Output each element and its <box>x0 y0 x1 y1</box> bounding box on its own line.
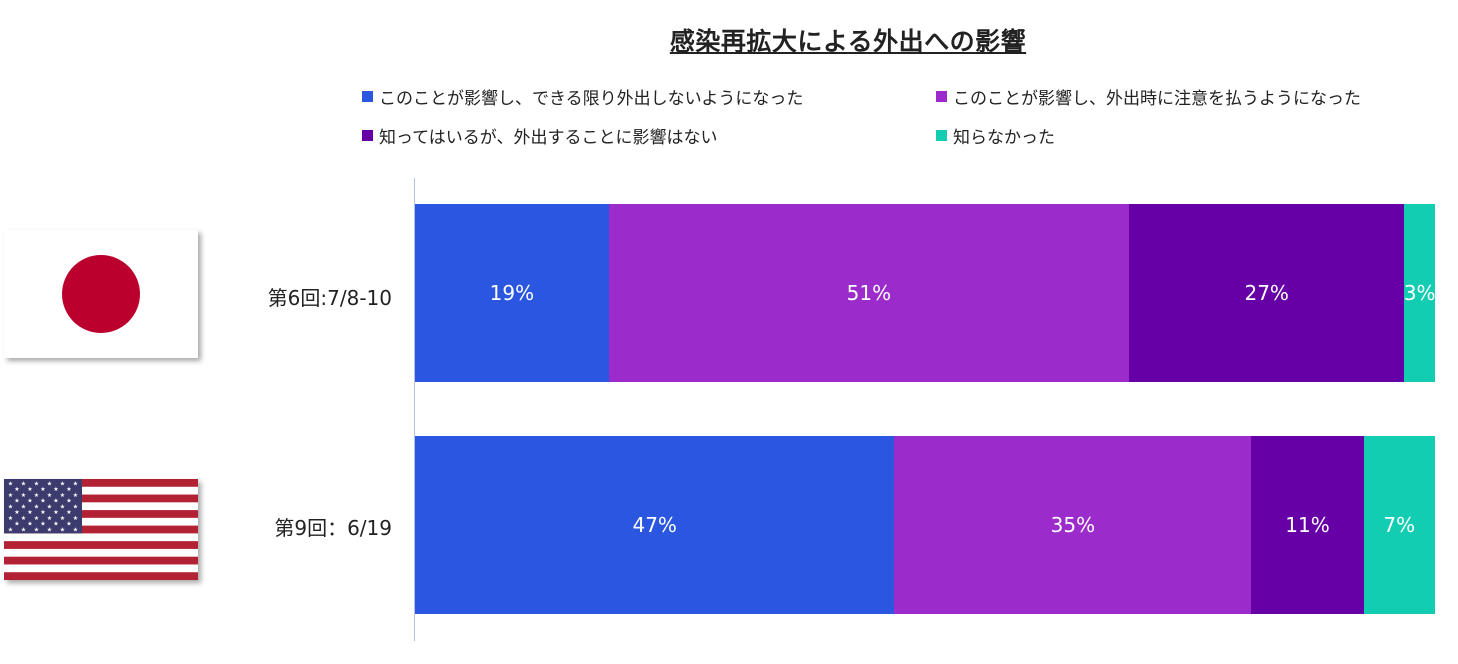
flag-star: ★ <box>27 521 32 528</box>
flag-stripe <box>4 556 198 565</box>
flag-star: ★ <box>53 486 58 493</box>
flag-star: ★ <box>73 526 78 533</box>
flag-star: ★ <box>14 521 19 528</box>
flag-star: ★ <box>53 509 58 516</box>
flag-star: ★ <box>8 480 13 487</box>
flag-star: ★ <box>8 526 13 533</box>
legend-label: このことが影響し、外出時に注意を払うようになった <box>953 89 1361 109</box>
flag-star: ★ <box>73 515 78 522</box>
bar-segment: 47% <box>415 436 895 614</box>
row-label-us: 第9回：6/19 <box>274 516 392 540</box>
data-label: 27% <box>1244 281 1289 305</box>
flag-stripe <box>4 479 198 487</box>
flag-stripe <box>4 494 198 503</box>
flag-star: ★ <box>73 480 78 487</box>
japan-flag-icon <box>4 230 198 358</box>
flag-star: ★ <box>66 521 71 528</box>
legend-label: 知ってはいるが、外出することに影響はない <box>379 128 718 148</box>
flag-star: ★ <box>60 492 65 499</box>
flag-sun-disc <box>62 255 140 333</box>
flag-stripe <box>4 525 198 534</box>
legend-item: 知ってはいるが、外出することに影響はない <box>362 123 717 148</box>
bar-segment: 3% <box>1403 204 1436 382</box>
legend-item: 知らなかった <box>936 123 1055 148</box>
flag-star: ★ <box>40 486 45 493</box>
flag-star: ★ <box>53 521 58 528</box>
bar-row-japan: 19% 51% 27% 3% <box>415 204 1436 382</box>
flag-star: ★ <box>14 509 19 516</box>
flag-star: ★ <box>73 503 78 510</box>
legend-swatch <box>362 91 373 102</box>
flag-canton <box>4 479 82 534</box>
data-label: 51% <box>846 281 892 305</box>
legend-swatch <box>936 130 947 141</box>
flag-star: ★ <box>21 492 26 499</box>
legend-swatch <box>936 91 947 102</box>
flag-star: ★ <box>34 492 39 499</box>
flag-star: ★ <box>21 526 26 533</box>
flag-star: ★ <box>47 492 52 499</box>
us-flag-icon: ★ ★ ★ ★ ★ ★★ ★ ★ ★ ★★ ★ ★ ★ ★ ★★ ★ ★ ★ ★★ ★ ★ ★ ★ ★★ ★ ★ ★ ★★ ★ ★ ★ ★ ★★… <box>4 479 198 580</box>
legend-item: このことが影響し、できる限り外出しないようになった <box>362 84 803 109</box>
bar-segment: 7% <box>1363 436 1435 614</box>
flag-star: ★ <box>8 515 13 522</box>
flag-star: ★ <box>27 486 32 493</box>
flag-star: ★ <box>40 498 45 505</box>
data-label: 3% <box>1403 281 1436 305</box>
bar-segment: 27% <box>1129 204 1405 382</box>
data-label: 19% <box>489 281 535 305</box>
bar-segment: 35% <box>894 436 1252 614</box>
data-label: 7% <box>1383 513 1416 537</box>
flag-star: ★ <box>8 503 13 510</box>
flag-star: ★ <box>14 498 19 505</box>
data-label: 47% <box>632 513 677 537</box>
bar-segment: 51% <box>608 204 1129 382</box>
data-label: 35% <box>1050 513 1096 537</box>
flag-star: ★ <box>66 486 71 493</box>
flag-star: ★ <box>53 498 58 505</box>
flag-star: ★ <box>60 526 65 533</box>
flag-star: ★ <box>47 526 52 533</box>
flag-star: ★ <box>73 492 78 499</box>
flag-star: ★ <box>40 521 45 528</box>
chart-title: 感染再拡大による外出への影響 <box>669 27 1027 56</box>
flag-stripe <box>4 572 198 580</box>
flag-star: ★ <box>21 480 26 487</box>
bar-row-us: 47% 35% 11% 7% <box>415 436 1435 614</box>
legend-item: このことが影響し、外出時に注意を払うようになった <box>936 84 1361 109</box>
flag-star: ★ <box>60 503 65 510</box>
flag-star: ★ <box>34 526 39 533</box>
flag-star: ★ <box>66 498 71 505</box>
flag-star: ★ <box>21 515 26 522</box>
flag-star: ★ <box>47 515 52 522</box>
flag-star: ★ <box>8 492 13 499</box>
bar-segment: 11% <box>1251 436 1364 614</box>
flag-star: ★ <box>27 498 32 505</box>
flag-star: ★ <box>60 480 65 487</box>
flag-star: ★ <box>60 515 65 522</box>
bar-segment: 19% <box>415 204 609 382</box>
flag-star: ★ <box>21 503 26 510</box>
flag-star: ★ <box>34 480 39 487</box>
legend-label: このことが影響し、できる限り外出しないようになった <box>379 89 804 109</box>
data-label: 11% <box>1285 513 1330 537</box>
flag-star: ★ <box>34 515 39 522</box>
flag-stripe <box>4 541 198 549</box>
flag-star: ★ <box>47 503 52 510</box>
flag-star: ★ <box>27 509 32 516</box>
flag-star: ★ <box>14 486 19 493</box>
row-label-japan: 第6回:7/8-10 <box>267 286 392 310</box>
category-axis-line <box>414 178 415 641</box>
flag-star: ★ <box>40 509 45 516</box>
flag-star: ★ <box>66 509 71 516</box>
flag-stripe <box>4 510 198 518</box>
flag-star: ★ <box>47 480 52 487</box>
legend-swatch <box>362 130 373 141</box>
flag-star: ★ <box>34 503 39 510</box>
legend-label: 知らなかった <box>953 128 1055 148</box>
